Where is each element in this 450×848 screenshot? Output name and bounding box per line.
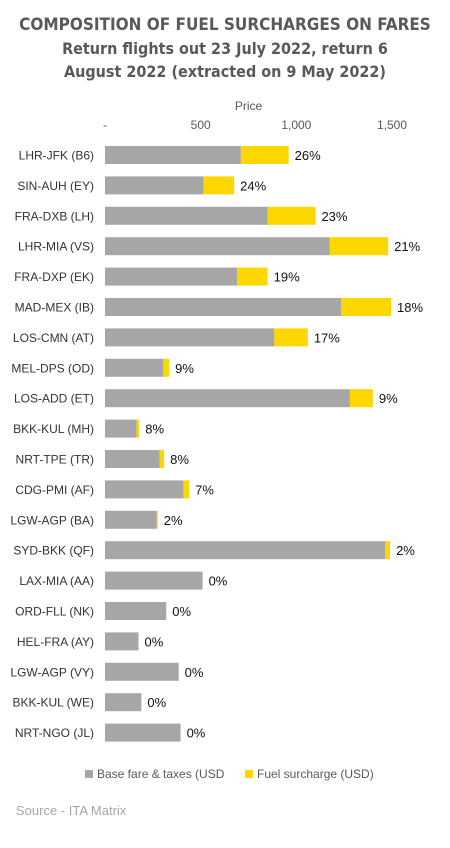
category-label: MEL-DPS (OD)	[11, 361, 94, 375]
base-fare-bar	[105, 632, 139, 651]
category-label: CDG-PMI (AF)	[15, 483, 94, 497]
base-fare-bar	[105, 571, 203, 590]
base-fare-bar	[105, 480, 184, 499]
category-label: LOS-ADD (ET)	[14, 392, 94, 406]
base-fare-bar	[105, 176, 204, 195]
source-note: Source - ITA Matrix	[16, 803, 127, 818]
category-label: SYD-BKK (QF)	[13, 544, 94, 558]
category-label: NRT-NGO (JL)	[15, 726, 94, 740]
data-label: 2%	[164, 513, 183, 528]
category-label: HEL-FRA (AY)	[17, 635, 94, 649]
data-label: 2%	[396, 543, 415, 558]
base-fare-bar	[105, 723, 181, 742]
chart-title: COMPOSITION OF FUEL SURCHARGES ON FARES	[19, 15, 431, 35]
fuel-surcharge-bar	[267, 206, 316, 225]
category-label: LOS-CMN (AT)	[13, 331, 94, 345]
fuel-surcharge-bar	[156, 510, 158, 529]
base-fare-bar	[105, 146, 241, 164]
data-label: 26%	[295, 148, 321, 163]
category-label: LGW-AGP (VY)	[10, 665, 94, 679]
fuel-surcharge-bar	[274, 328, 308, 347]
legend-label-fuel-surcharge: Fuel surcharge (USD)	[257, 767, 374, 781]
base-fare-bar	[105, 510, 157, 529]
category-label: LHR-JFK (B6)	[19, 149, 94, 163]
category-label: LHR-MIA (VS)	[18, 240, 94, 254]
x-tick-label: 500	[191, 118, 211, 132]
legend-swatch-base-fare	[85, 770, 93, 778]
data-label: 0%	[144, 634, 163, 649]
data-label: 24%	[240, 178, 266, 193]
base-fare-bar	[105, 298, 342, 316]
data-label: 0%	[172, 604, 191, 619]
data-label: 21%	[394, 239, 420, 254]
fuel-surcharge-bar	[136, 419, 140, 438]
x-axis-label: Price	[235, 99, 263, 113]
fuel-surcharge-bar	[349, 389, 373, 408]
x-tick-label: -	[103, 118, 107, 132]
data-label: 7%	[195, 482, 214, 497]
base-fare-bar	[105, 389, 350, 408]
category-label: LAX-MIA (AA)	[19, 574, 94, 588]
fuel-surcharge-bar	[163, 358, 170, 377]
chart-title-block: COMPOSITION OF FUEL SURCHARGES ON FARES …	[0, 14, 450, 83]
data-label: 18%	[397, 300, 423, 315]
stacked-bar-chart: Price - 500 1,000 1,500 LHR-JFK (B6) 26% SIN-AU…	[10, 99, 423, 781]
base-fare-bar	[105, 237, 330, 256]
base-fare-bar	[105, 541, 386, 560]
data-label: 0%	[209, 574, 228, 589]
base-fare-bar	[105, 328, 275, 347]
legend-swatch-fuel-surcharge	[245, 770, 253, 778]
fuel-surcharge-bar	[203, 176, 235, 195]
category-label: FRA-DXP (EK)	[14, 270, 94, 284]
fuel-surcharge-bar	[183, 480, 190, 499]
data-label: 0%	[185, 665, 204, 680]
chart-subtitle-line-1: Return flights out 23 July 2022, return …	[62, 39, 388, 58]
legend-label-base-fare: Base fare & taxes (USD	[97, 767, 225, 781]
base-fare-bar	[105, 267, 238, 286]
category-label: BKK-KUL (WE)	[12, 696, 94, 710]
fuel-surcharge-bar	[341, 298, 392, 316]
category-label: SIN-AUH (EY)	[17, 179, 94, 193]
fuel-surcharge-bar	[240, 146, 289, 164]
base-fare-bar	[105, 450, 160, 468]
data-label: 9%	[379, 391, 398, 406]
category-label: FRA-DXB (LH)	[15, 209, 94, 223]
category-label: ORD-FLL (NK)	[15, 605, 94, 619]
x-tick-label: 1,500	[377, 118, 407, 132]
data-label: 19%	[274, 270, 300, 285]
data-label: 9%	[175, 361, 194, 376]
data-label: 8%	[170, 452, 189, 467]
data-label: 23%	[321, 209, 347, 224]
category-label: BKK-KUL (MH)	[13, 422, 94, 436]
base-fare-bar	[105, 206, 268, 225]
data-label: 0%	[147, 695, 166, 710]
data-label: 0%	[187, 726, 206, 741]
fuel-surcharge-bar	[159, 450, 165, 468]
x-tick-label: 1,000	[281, 118, 311, 132]
base-fare-bar	[105, 358, 164, 377]
data-label: 8%	[145, 422, 164, 437]
fuel-surcharge-bar	[329, 237, 389, 256]
fuel-surcharge-bar	[385, 541, 391, 560]
fuel-surcharge-bar	[237, 267, 268, 286]
base-fare-bar	[105, 662, 179, 681]
base-fare-bar	[105, 602, 167, 620]
data-label: 17%	[314, 330, 340, 345]
category-label: LGW-AGP (BA)	[10, 513, 94, 527]
base-fare-bar	[105, 419, 137, 438]
chart-subtitle-line-2: August 2022 (extracted on 9 May 2022)	[63, 62, 387, 81]
category-label: NRT-TPE (TR)	[16, 453, 94, 467]
category-label: MAD-MEX (IB)	[15, 301, 94, 315]
base-fare-bar	[105, 693, 142, 712]
